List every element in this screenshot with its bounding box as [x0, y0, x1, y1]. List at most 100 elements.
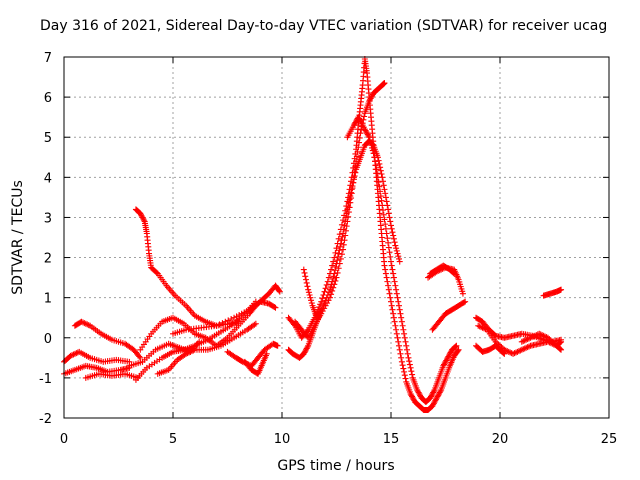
data-point: [385, 210, 392, 217]
data-point: [377, 193, 384, 200]
series-arc-a: [61, 348, 133, 365]
data-point: [153, 269, 160, 276]
data-point: [459, 290, 466, 297]
data-point: [346, 186, 353, 193]
data-point: [390, 274, 397, 281]
data-point: [383, 198, 390, 205]
data-point: [378, 197, 385, 204]
series-arc-k: [224, 340, 281, 369]
data-point: [305, 286, 312, 293]
data-point: [336, 260, 343, 267]
data-point: [409, 371, 416, 378]
data-point: [374, 174, 381, 181]
data-point: [372, 158, 379, 165]
data-point: [331, 281, 338, 288]
data-point: [353, 158, 360, 165]
data-point: [344, 198, 351, 205]
data-point: [394, 294, 401, 301]
data-point: [406, 361, 413, 368]
x-tick-label: 10: [274, 432, 291, 447]
data-point: [403, 342, 410, 349]
data-point: [336, 231, 343, 238]
data-point: [276, 288, 283, 295]
data-point: [341, 237, 348, 244]
data-point: [334, 240, 341, 247]
data-point: [348, 195, 355, 202]
data-point: [385, 282, 392, 289]
data-point: [332, 263, 339, 270]
y-tick-label: 3: [44, 211, 52, 226]
data-point: [402, 375, 409, 382]
data-point: [333, 274, 340, 281]
y-tick-label: -2: [39, 412, 52, 427]
data-point: [395, 338, 402, 345]
data-point: [402, 338, 409, 345]
series-arc-o: [285, 56, 462, 413]
data-point: [558, 286, 565, 293]
data-point: [375, 157, 382, 164]
data-point: [455, 346, 462, 353]
data-point: [369, 147, 376, 154]
data-point: [404, 350, 411, 357]
data-points: [61, 56, 565, 413]
data-point: [405, 354, 412, 361]
y-tick-label: 0: [44, 332, 52, 347]
data-point: [382, 221, 389, 228]
data-point: [356, 134, 363, 141]
data-point: [367, 139, 374, 146]
data-point: [302, 273, 309, 280]
data-point: [318, 306, 325, 313]
data-point: [272, 304, 279, 311]
data-point: [394, 334, 401, 341]
data-point: [389, 266, 396, 273]
x-tick-label: 0: [60, 432, 68, 447]
data-point: [252, 320, 259, 327]
data-point: [345, 213, 352, 220]
data-point: [305, 289, 312, 296]
data-point: [335, 235, 342, 242]
data-point: [136, 353, 143, 360]
series-arc-m: [252, 282, 283, 309]
data-point: [383, 230, 390, 237]
y-tick-label: -1: [39, 372, 52, 387]
data-point: [340, 246, 347, 253]
data-point: [379, 202, 386, 209]
data-point: [393, 247, 400, 254]
data-point: [330, 273, 337, 280]
data-point: [385, 239, 392, 246]
data-point: [333, 245, 340, 252]
data-point: [399, 362, 406, 369]
series-arc-l: [241, 350, 270, 377]
data-point: [263, 350, 270, 357]
data-point: [360, 116, 367, 123]
data-point: [381, 262, 388, 269]
series-arc-r: [344, 114, 460, 405]
data-point: [345, 209, 352, 216]
data-point: [396, 258, 403, 265]
data-point: [332, 277, 339, 284]
axis-ticks: 0 5 10 15 20 25 -2 -1 0 1 2 3 4 5 6 7: [39, 51, 617, 447]
x-tick-label: 20: [492, 432, 509, 447]
data-point: [350, 174, 357, 181]
data-point: [366, 136, 373, 143]
data-point: [398, 354, 405, 361]
data-point: [393, 245, 400, 252]
data-point: [500, 350, 507, 357]
data-point: [329, 287, 336, 294]
data-point: [401, 372, 408, 379]
y-tick-label: 7: [44, 51, 52, 66]
data-point: [216, 321, 223, 328]
data-point: [388, 258, 394, 265]
data-point: [395, 298, 402, 305]
data-point: [377, 188, 384, 195]
data-point: [365, 132, 372, 139]
series-arc-u: [429, 298, 469, 333]
data-point: [355, 144, 362, 151]
data-point: [222, 318, 229, 325]
data-point: [372, 162, 379, 169]
data-point: [401, 334, 408, 341]
x-tick-label: 25: [601, 432, 618, 447]
data-point: [396, 306, 403, 313]
data-point: [408, 368, 415, 375]
